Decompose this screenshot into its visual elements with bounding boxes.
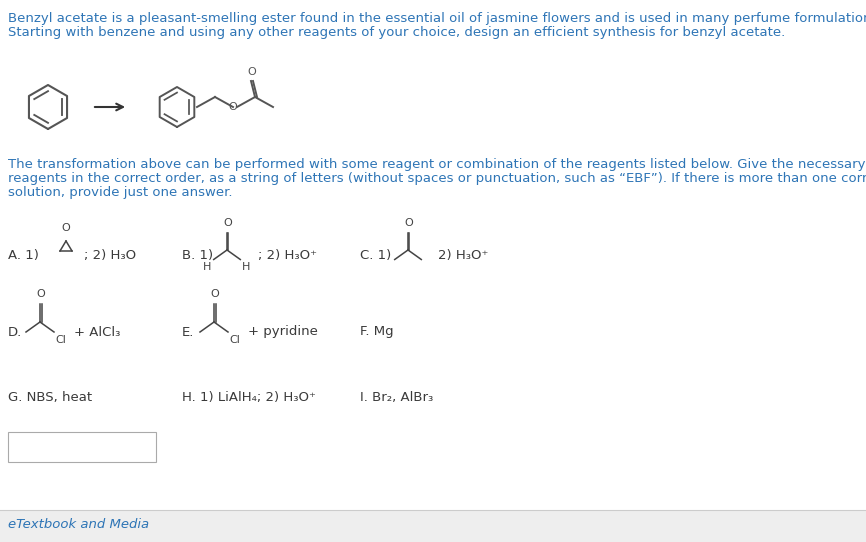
- Text: + pyridine: + pyridine: [248, 326, 318, 339]
- Text: reagents in the correct order, as a string of letters (without spaces or punctua: reagents in the correct order, as a stri…: [8, 172, 866, 185]
- Text: H. 1) LiAlH₄; 2) H₃O⁺: H. 1) LiAlH₄; 2) H₃O⁺: [182, 391, 316, 404]
- Text: H: H: [242, 261, 250, 272]
- Text: O: O: [61, 223, 70, 233]
- Text: O: O: [229, 102, 237, 112]
- Text: Starting with benzene and using any other reagents of your choice, design an eff: Starting with benzene and using any othe…: [8, 26, 785, 39]
- Text: O: O: [248, 67, 256, 77]
- Text: O: O: [210, 289, 219, 299]
- Text: Cl: Cl: [229, 335, 240, 345]
- Text: I. Br₂, AlBr₃: I. Br₂, AlBr₃: [360, 391, 433, 404]
- Text: Cl: Cl: [55, 335, 66, 345]
- Text: O: O: [36, 289, 45, 299]
- Text: The transformation above can be performed with some reagent or combination of th: The transformation above can be performe…: [8, 158, 865, 171]
- Text: solution, provide just one answer.: solution, provide just one answer.: [8, 186, 232, 199]
- Text: O: O: [404, 218, 413, 228]
- Text: eTextbook and Media: eTextbook and Media: [8, 518, 149, 531]
- Text: C. 1): C. 1): [360, 248, 391, 261]
- Text: ; 2) H₃O⁺: ; 2) H₃O⁺: [258, 248, 317, 261]
- Text: 2) H₃O⁺: 2) H₃O⁺: [438, 248, 488, 261]
- Text: G. NBS, heat: G. NBS, heat: [8, 391, 92, 404]
- Text: O: O: [223, 218, 232, 228]
- Text: E.: E.: [182, 326, 194, 339]
- Text: F. Mg: F. Mg: [360, 326, 394, 339]
- Text: B. 1): B. 1): [182, 248, 213, 261]
- Text: A. 1): A. 1): [8, 248, 39, 261]
- Text: D.: D.: [8, 326, 23, 339]
- Text: Benzyl acetate is a pleasant-smelling ester found in the essential oil of jasmin: Benzyl acetate is a pleasant-smelling es…: [8, 12, 866, 25]
- Text: H: H: [204, 261, 211, 272]
- FancyBboxPatch shape: [8, 432, 156, 462]
- Text: ; 2) H₃O: ; 2) H₃O: [84, 248, 136, 261]
- Text: + AlCl₃: + AlCl₃: [74, 326, 120, 339]
- FancyBboxPatch shape: [0, 510, 866, 542]
